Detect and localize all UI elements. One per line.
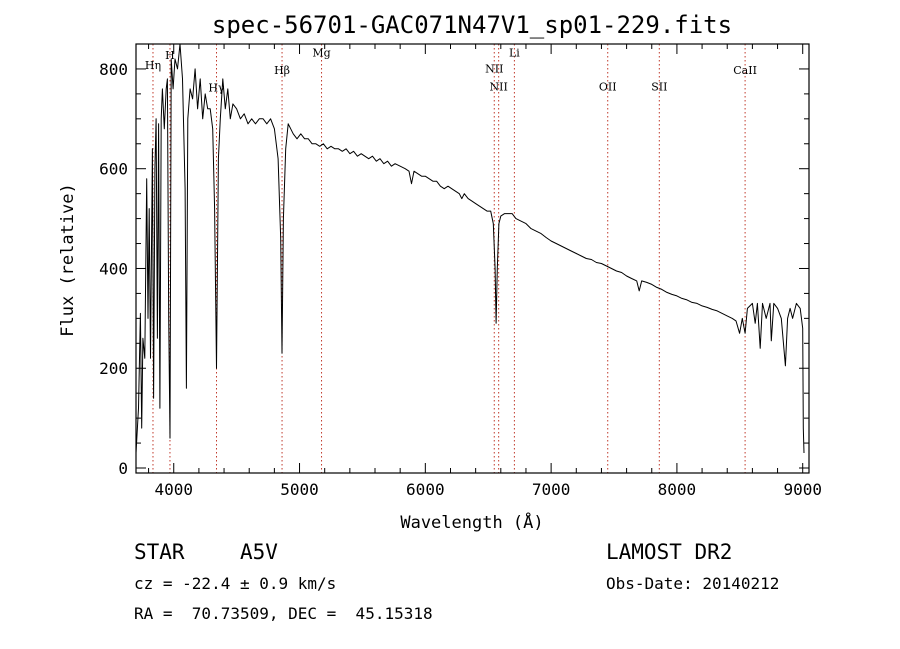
y-tick-label-1: 200: [99, 359, 128, 378]
coordinates-text: RA = 70.73509, DEC = 45.15318: [134, 604, 433, 623]
line-label-5: NII: [485, 62, 503, 75]
y-tick-label-2: 400: [99, 259, 128, 278]
line-label-6: NII: [490, 80, 508, 93]
x-tick-label-3: 7000: [532, 480, 571, 499]
spectrum-line-0: [135, 43, 805, 454]
plot-frame: [135, 43, 810, 474]
x-tick-label-1: 5000: [280, 480, 319, 499]
x-axis-label: Wavelength (Å): [400, 511, 543, 533]
line-label-3: Hβ: [274, 64, 290, 77]
chart-title: spec-56701-GAC071N47V1_sp01-229.fits: [212, 11, 732, 39]
object-type: STAR: [134, 540, 185, 564]
line-label-7: Li: [509, 46, 520, 59]
line-label-9: SII: [651, 80, 667, 93]
x-tick-label-2: 6000: [406, 480, 445, 499]
x-tick-label-0: 4000: [154, 480, 193, 499]
spectrum-series: [135, 43, 805, 454]
y-tick-label-0: 0: [118, 459, 128, 478]
line-label-1: H: [165, 49, 175, 62]
x-tick-label-5: 9000: [783, 480, 822, 499]
line-label-0: Hη: [145, 59, 161, 72]
y-tick-label-4: 800: [99, 60, 128, 79]
axis-ticks: 4000 5000 6000 7000 8000 9000 0 200 400 600 800: [99, 44, 822, 499]
line-label-4: Mg: [312, 46, 330, 59]
x-tick-label-4: 8000: [658, 480, 697, 499]
redshift-text: cz = -22.4 ± 0.9 km/s: [134, 574, 337, 593]
line-label-2: Hγ: [208, 81, 225, 94]
y-axis-label: Flux (relative): [58, 183, 78, 337]
line-label-10: CaII: [733, 64, 757, 77]
spectral-subclass: A5V: [240, 540, 278, 564]
survey-name: LAMOST DR2: [606, 540, 733, 564]
y-tick-label-3: 600: [99, 160, 128, 179]
line-label-8: OII: [599, 80, 617, 93]
obs-date: Obs-Date: 20140212: [606, 574, 780, 593]
